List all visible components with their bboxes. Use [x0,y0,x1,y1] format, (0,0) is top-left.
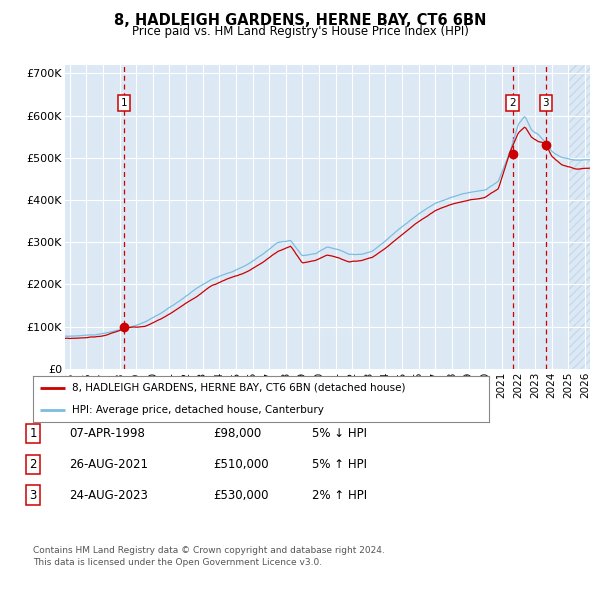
Text: £510,000: £510,000 [213,458,269,471]
Text: 5% ↑ HPI: 5% ↑ HPI [312,458,367,471]
Text: HPI: Average price, detached house, Canterbury: HPI: Average price, detached house, Cant… [72,405,323,415]
Text: Price paid vs. HM Land Registry's House Price Index (HPI): Price paid vs. HM Land Registry's House … [131,25,469,38]
Text: 5% ↓ HPI: 5% ↓ HPI [312,427,367,440]
Text: Contains HM Land Registry data © Crown copyright and database right 2024.: Contains HM Land Registry data © Crown c… [33,546,385,555]
Text: 8, HADLEIGH GARDENS, HERNE BAY, CT6 6BN: 8, HADLEIGH GARDENS, HERNE BAY, CT6 6BN [114,13,486,28]
Text: 3: 3 [29,489,37,502]
Text: 24-AUG-2023: 24-AUG-2023 [69,489,148,502]
Text: 8, HADLEIGH GARDENS, HERNE BAY, CT6 6BN (detached house): 8, HADLEIGH GARDENS, HERNE BAY, CT6 6BN … [72,383,405,393]
Text: £98,000: £98,000 [213,427,261,440]
Text: 07-APR-1998: 07-APR-1998 [69,427,145,440]
Text: 1: 1 [121,98,127,108]
Text: 26-AUG-2021: 26-AUG-2021 [69,458,148,471]
Text: This data is licensed under the Open Government Licence v3.0.: This data is licensed under the Open Gov… [33,558,322,566]
Text: 3: 3 [542,98,549,108]
Text: 1: 1 [29,427,37,440]
Text: 2% ↑ HPI: 2% ↑ HPI [312,489,367,502]
Text: £530,000: £530,000 [213,489,269,502]
Text: 2: 2 [29,458,37,471]
Text: 2: 2 [509,98,516,108]
Bar [569,65,598,369]
